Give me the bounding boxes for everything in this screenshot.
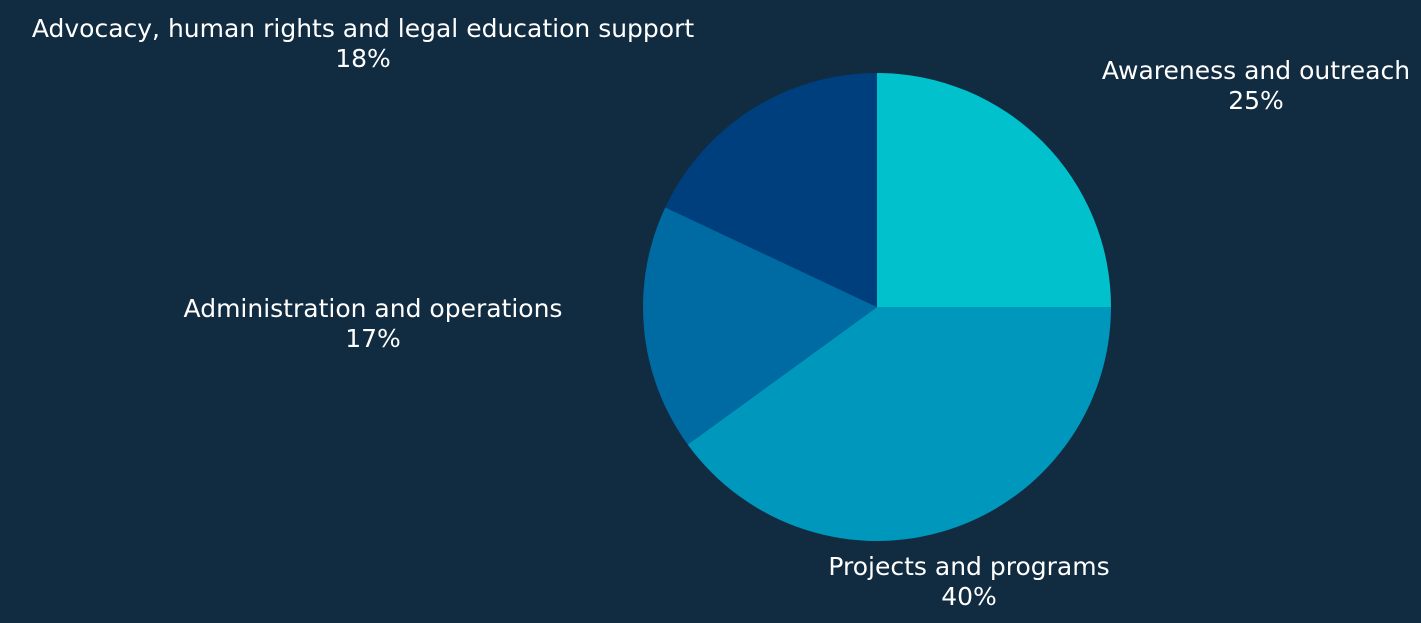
slice-label-value: 17% [345, 324, 401, 353]
label-administration-and-operations: Administration and operations 17% [184, 294, 563, 354]
slice-label-name: Awareness and outreach [1101, 56, 1411, 85]
pie-slice-administration-and-operations [643, 207, 877, 445]
pie-slice-projects-and-programs [687, 307, 1111, 541]
label-projects-and-programs: Projects and programs 40% [828, 552, 1109, 612]
label-advocacy-human-rights-legal-education: Advocacy, human rights and legal educati… [32, 14, 694, 74]
slice-label-name: Administration and operations [183, 294, 563, 323]
pie-slice-awareness-and-outreach [877, 73, 1111, 307]
label-awareness-and-outreach: Awareness and outreach 25% [1102, 56, 1410, 116]
slice-label-name: Projects and programs [828, 552, 1110, 581]
slice-label-value: 18% [335, 44, 391, 73]
pie-slice-advocacy-human-rights-and-legal-education-support [665, 73, 877, 307]
slice-label-value: 25% [1228, 86, 1284, 115]
slice-label-value: 40% [941, 582, 997, 611]
slice-label-name: Advocacy, human rights and legal educati… [31, 14, 695, 43]
